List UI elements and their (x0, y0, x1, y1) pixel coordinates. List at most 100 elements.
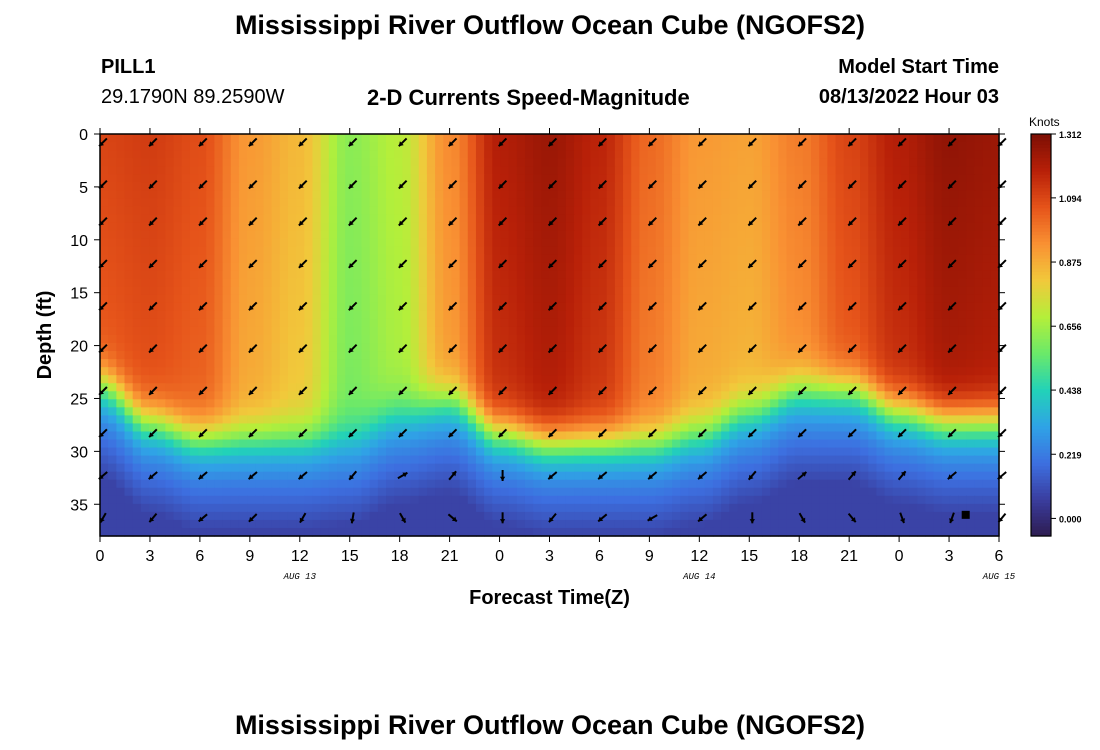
heatmap-cell (149, 158, 158, 167)
heatmap-cell (320, 391, 330, 400)
heatmap-cell (435, 479, 444, 489)
heatmap-cell (524, 198, 534, 207)
heatmap-cell (860, 270, 869, 280)
heatmap-cell (541, 359, 551, 368)
heatmap-cell (786, 150, 796, 159)
heatmap-cell (876, 359, 886, 368)
heatmap-cell (614, 286, 624, 296)
heatmap-cell (843, 487, 853, 497)
heatmap-cell (590, 190, 600, 199)
heatmap-cell (876, 230, 886, 240)
heatmap-cell (647, 326, 657, 336)
heatmap-cell (157, 238, 166, 248)
heatmap-cell (623, 310, 632, 320)
heatmap-cell (475, 222, 485, 232)
heatmap-cell (811, 134, 820, 143)
heatmap-cell (884, 463, 894, 473)
heatmap-cell (443, 431, 453, 441)
heatmap-cell (492, 423, 502, 433)
heatmap-cell (516, 471, 526, 481)
heatmap-cell (802, 343, 812, 352)
heatmap-cell (753, 343, 763, 352)
heatmap-cell (263, 326, 273, 336)
heatmap-cell (475, 294, 485, 304)
heatmap-cell (320, 407, 330, 416)
heatmap-cell (451, 326, 461, 336)
heatmap-cell (712, 487, 722, 497)
heatmap-cell (222, 487, 232, 497)
heatmap-cell (696, 310, 706, 320)
heatmap-cell (688, 150, 698, 159)
heatmap-cell (917, 423, 927, 433)
heatmap-cell (696, 150, 706, 159)
heatmap-cell (230, 230, 240, 240)
heatmap-cell (753, 270, 763, 280)
heatmap-cell (868, 431, 878, 441)
heatmap-cell (974, 286, 984, 296)
heatmap-cell (247, 158, 256, 167)
heatmap-cell (140, 423, 150, 433)
heatmap-cell (410, 134, 420, 143)
heatmap-cell (435, 351, 444, 360)
heatmap-cell (574, 182, 583, 191)
heatmap-cell (181, 310, 191, 320)
heatmap-cell (582, 206, 591, 215)
heatmap-cell (206, 391, 216, 400)
heatmap-cell (541, 479, 551, 489)
heatmap-cell (418, 367, 428, 376)
heatmap-cell (639, 391, 649, 400)
heatmap-cell (761, 359, 771, 368)
heatmap-cell (198, 447, 207, 457)
heatmap-cell (484, 318, 493, 328)
heatmap-cell (802, 415, 812, 425)
heatmap-cell (230, 367, 240, 376)
heatmap-cell (917, 399, 927, 408)
heatmap-cell (974, 447, 984, 457)
heatmap-cell (672, 270, 681, 280)
heatmap-cell (966, 166, 976, 175)
heatmap-cell (623, 318, 632, 328)
heatmap-cell (549, 326, 559, 336)
heatmap-cell (263, 286, 273, 296)
heatmap-cell (860, 335, 869, 344)
heatmap-cell (966, 182, 976, 191)
heatmap-cell (214, 407, 224, 416)
heatmap-cell (909, 134, 918, 143)
heatmap-cell (982, 254, 992, 264)
heatmap-cell (851, 222, 861, 232)
heatmap-cell (377, 142, 387, 151)
heatmap-cell (876, 399, 886, 408)
heatmap-cell (712, 343, 722, 352)
heatmap-cell (974, 487, 984, 497)
heatmap-cell (631, 206, 640, 215)
heatmap-cell (337, 190, 346, 199)
heatmap-cell (958, 326, 967, 336)
heatmap-cell (966, 230, 976, 240)
heatmap-cell (761, 286, 771, 296)
heatmap-cell (909, 262, 918, 272)
heatmap-cell (745, 294, 755, 304)
heatmap-cell (590, 166, 600, 175)
heatmap-cell (189, 391, 199, 400)
heatmap-cell (892, 286, 902, 296)
heatmap-cell (917, 270, 927, 280)
heatmap-cell (524, 294, 534, 304)
heatmap-cell (712, 471, 722, 481)
heatmap-cell (696, 174, 706, 183)
heatmap-cell (990, 230, 1000, 240)
heatmap-cell (451, 230, 461, 240)
heatmap-cell (533, 278, 542, 288)
heatmap-cell (623, 326, 632, 336)
heatmap-cell (557, 166, 567, 175)
heatmap-cell (222, 326, 232, 336)
heatmap-cell (827, 423, 837, 433)
heatmap-cell (337, 166, 346, 175)
heatmap-cell (230, 487, 240, 497)
heatmap-cell (402, 463, 412, 473)
heatmap-cell (353, 214, 363, 224)
heatmap-cell (140, 150, 150, 159)
heatmap-cell (418, 150, 428, 159)
heatmap-cell (345, 391, 354, 400)
heatmap-cell (206, 166, 216, 175)
heatmap-cell (949, 278, 959, 288)
